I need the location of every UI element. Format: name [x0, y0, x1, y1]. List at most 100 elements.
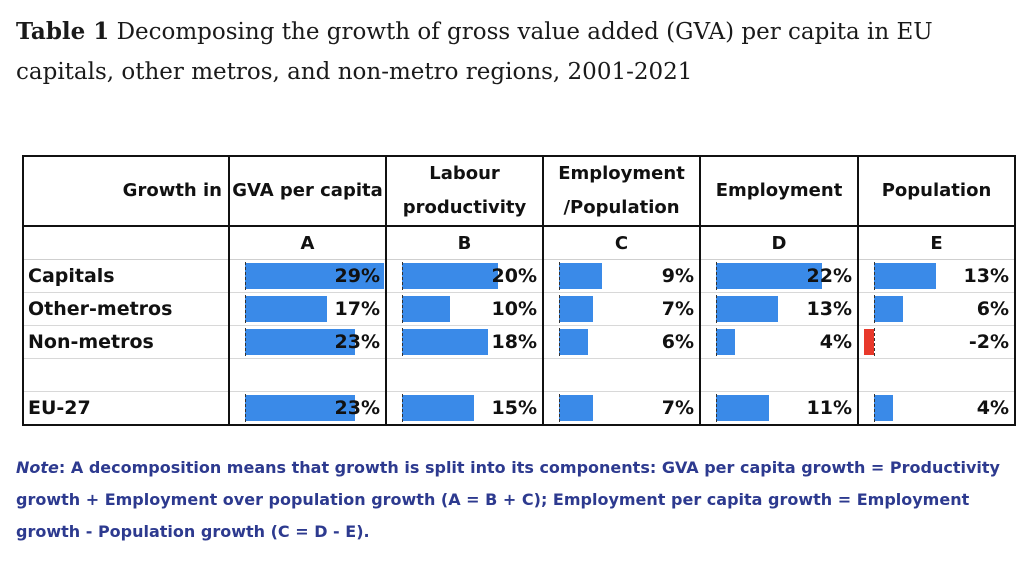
- value-cell-employment: 11%: [699, 391, 859, 426]
- value-cell-productivity: 20%: [385, 259, 544, 293]
- data-table: Growth in GVA per capita Labour producti…: [22, 155, 1016, 426]
- value-cell-population: -2%: [857, 325, 1016, 359]
- value-bar: [874, 263, 937, 289]
- table-row: Other-metros 17% 10% 7% 13% 6%: [22, 292, 1016, 326]
- table-row: Non-metros 23% 18% 6% 4% -2%: [22, 325, 1016, 359]
- value-bar: [716, 329, 736, 355]
- value-bar: [402, 395, 474, 421]
- value-bar: [245, 296, 327, 322]
- col-letter-b: B: [385, 226, 544, 260]
- value-bar: [559, 329, 588, 355]
- col-letter-d: D: [699, 226, 859, 260]
- value-cell-population: [857, 358, 1016, 392]
- value-label: 22%: [806, 265, 852, 287]
- zero-line: [559, 295, 560, 323]
- value-label: 4%: [976, 397, 1009, 419]
- col-header-employment: Employment: [699, 155, 859, 227]
- value-label: -2%: [968, 331, 1009, 353]
- value-bar: [402, 296, 450, 322]
- value-bar: [559, 263, 603, 289]
- value-label: 6%: [976, 298, 1009, 320]
- value-cell-productivity: 10%: [385, 292, 544, 326]
- value-label: 6%: [661, 331, 694, 353]
- table-number: Table 1: [16, 18, 110, 45]
- row-label: [22, 358, 230, 392]
- value-cell-gva: 29%: [228, 259, 387, 293]
- zero-line: [559, 394, 560, 422]
- value-cell-employment: 22%: [699, 259, 859, 293]
- value-cell-population: 6%: [857, 292, 1016, 326]
- row-label: Capitals: [22, 259, 230, 293]
- value-label: 7%: [661, 298, 694, 320]
- value-bar: [559, 296, 593, 322]
- zero-line: [402, 262, 403, 290]
- zero-line: [559, 328, 560, 356]
- col-header-gva: GVA per capita: [228, 155, 387, 227]
- table-row: EU-27 23% 15% 7% 11% 4%: [22, 391, 1016, 426]
- zero-line: [402, 328, 403, 356]
- col-header-emp-pop: Employment /Population: [542, 155, 701, 227]
- value-cell-employment: 4%: [699, 325, 859, 359]
- value-label: 11%: [806, 397, 852, 419]
- letter-row: A B C D E: [22, 226, 1016, 260]
- value-label: 17%: [334, 298, 380, 320]
- value-cell-emp-pop: 7%: [542, 391, 701, 426]
- col-letter-c: C: [542, 226, 701, 260]
- value-bar: [864, 329, 874, 355]
- corner-header: Growth in: [22, 155, 230, 227]
- value-bar: [716, 395, 769, 421]
- col-header-productivity: Labour productivity: [385, 155, 544, 227]
- value-cell-gva: [228, 358, 387, 392]
- table-body: Capitals 29% 20% 9% 22% 13% Other-metros 17% 10%…: [22, 259, 1016, 426]
- value-label: 7%: [661, 397, 694, 419]
- zero-line: [874, 295, 875, 323]
- value-bar: [716, 296, 779, 322]
- value-bar: [402, 329, 489, 355]
- col-letter-a: A: [228, 226, 387, 260]
- value-bar: [874, 395, 894, 421]
- zero-line: [874, 328, 875, 356]
- note-label: Note: [16, 458, 59, 477]
- value-cell-gva: 23%: [228, 325, 387, 359]
- zero-line: [245, 394, 246, 422]
- value-label: 15%: [491, 397, 537, 419]
- value-label: 23%: [334, 331, 380, 353]
- zero-line: [874, 394, 875, 422]
- header-row: Growth in GVA per capita Labour producti…: [22, 155, 1016, 227]
- value-cell-employment: 13%: [699, 292, 859, 326]
- value-cell-emp-pop: 9%: [542, 259, 701, 293]
- value-bar: [874, 296, 903, 322]
- value-cell-productivity: [385, 358, 544, 392]
- zero-line: [716, 262, 717, 290]
- value-label: 9%: [661, 265, 694, 287]
- value-label: 13%: [806, 298, 852, 320]
- col-letter-e: E: [857, 226, 1016, 260]
- zero-line: [245, 295, 246, 323]
- table-caption: Decomposing the growth of gross value ad…: [16, 19, 933, 85]
- letter-corner: [22, 226, 230, 260]
- value-cell-employment: [699, 358, 859, 392]
- value-cell-gva: 23%: [228, 391, 387, 426]
- value-bar: [245, 329, 356, 355]
- col-header-population: Population: [857, 155, 1016, 227]
- value-bar: [716, 263, 822, 289]
- value-cell-emp-pop: 7%: [542, 292, 701, 326]
- value-cell-productivity: 18%: [385, 325, 544, 359]
- value-cell-population: 13%: [857, 259, 1016, 293]
- zero-line: [402, 394, 403, 422]
- value-label: 13%: [963, 265, 1009, 287]
- value-bar: [559, 395, 593, 421]
- zero-line: [716, 295, 717, 323]
- zero-line: [559, 262, 560, 290]
- value-cell-population: 4%: [857, 391, 1016, 426]
- value-label: 20%: [491, 265, 537, 287]
- value-bar: [245, 395, 356, 421]
- zero-line: [874, 262, 875, 290]
- value-bar: [245, 263, 385, 289]
- table-note: Note: A decomposition means that growth …: [16, 452, 1011, 548]
- value-bar: [402, 263, 498, 289]
- note-text: : A decomposition means that growth is s…: [16, 458, 1000, 541]
- table-title: Table 1 Decomposing the growth of gross …: [16, 12, 1006, 92]
- value-label: 23%: [334, 397, 380, 419]
- zero-line: [716, 394, 717, 422]
